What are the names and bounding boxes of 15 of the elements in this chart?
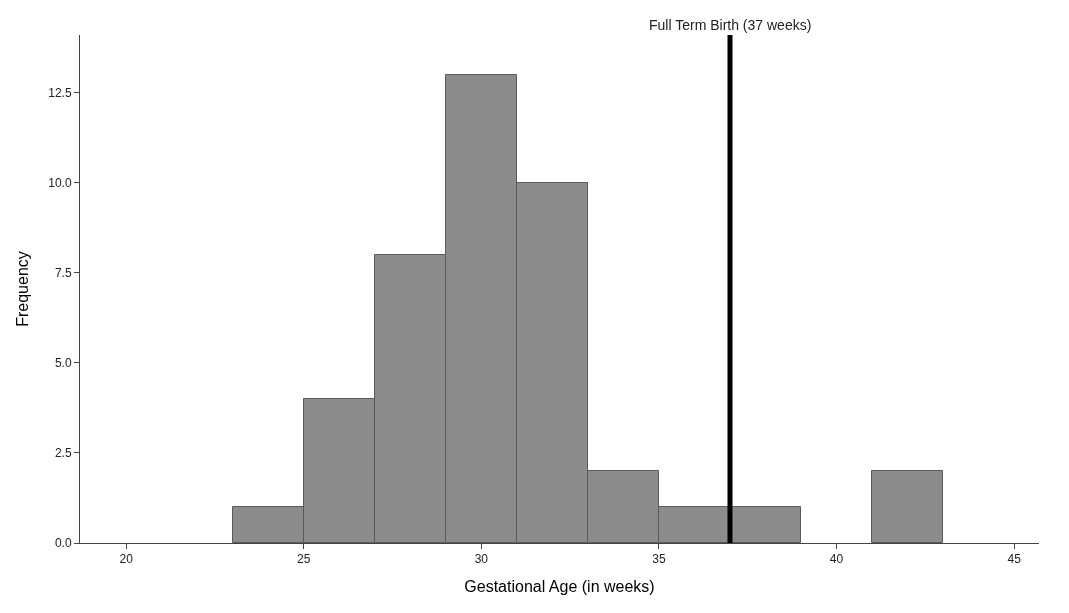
y-tick-label: 12.5 — [48, 85, 72, 100]
y-tick-label: 0.0 — [54, 536, 72, 551]
x-tick-label: 20 — [119, 552, 134, 567]
x-tick-label: 40 — [829, 552, 844, 567]
x-tick-label: 45 — [1007, 552, 1022, 567]
y-tick-label: 7.5 — [54, 265, 72, 280]
y-tick-label: 5.0 — [54, 356, 72, 371]
y-tick-label: 2.5 — [54, 446, 72, 461]
y-tick-label: 10.0 — [48, 175, 72, 190]
x-tick-label: 30 — [474, 552, 489, 567]
x-axis-title: Gestational Age (in weeks) — [464, 578, 655, 596]
x-tick-label: 25 — [297, 552, 311, 567]
y-axis-title: Frequency — [14, 251, 32, 327]
x-tick-label: 35 — [652, 552, 666, 567]
ref-line-label: Full Term Birth (37 weeks) — [649, 17, 812, 33]
